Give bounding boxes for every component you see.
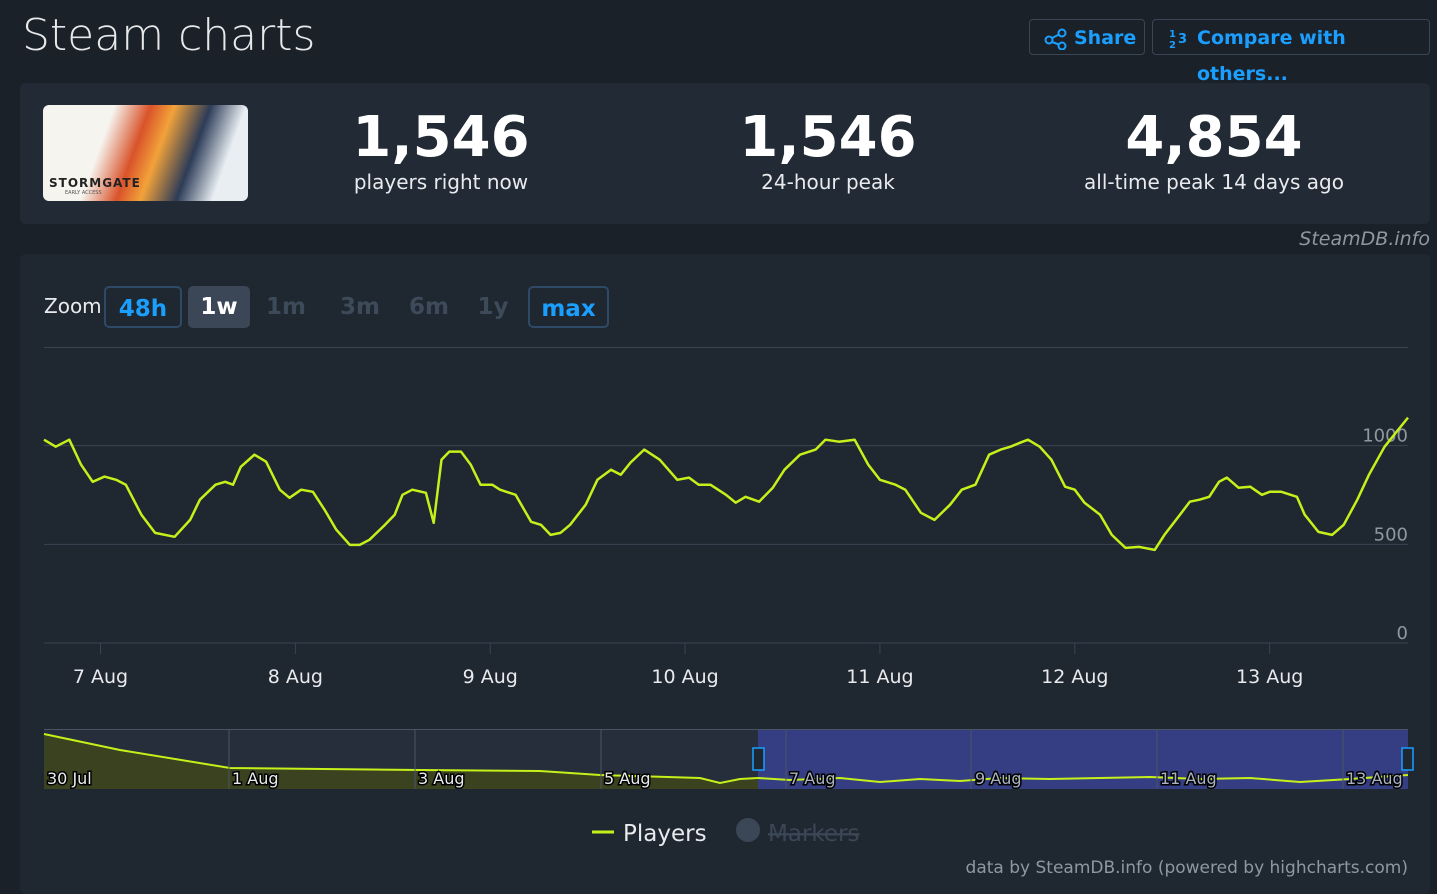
svg-text:3: 3 bbox=[1178, 32, 1187, 47]
x-tick-label: 13 Aug bbox=[1236, 666, 1303, 688]
navigator-label: 5 Aug bbox=[604, 769, 651, 788]
legend: Players Markers bbox=[592, 818, 859, 847]
watermark: SteamDB.info bbox=[1299, 228, 1430, 250]
x-tick-label: 11 Aug bbox=[846, 666, 913, 688]
y-tick-label: 0 bbox=[1397, 623, 1408, 644]
y-tick-label: 500 bbox=[1374, 524, 1408, 545]
button-label: Share bbox=[1074, 27, 1137, 49]
credits[interactable]: data by SteamDB.info (powered by highcha… bbox=[966, 858, 1408, 878]
navigator-label: 7 Aug bbox=[789, 769, 836, 788]
stat-value: 1,546 bbox=[352, 105, 530, 170]
series-line bbox=[43, 416, 1409, 552]
zoom-button[interactable]: 1w bbox=[188, 286, 250, 328]
stat-value: 4,854 bbox=[1125, 105, 1303, 170]
stat: 1,546 24-hour peak bbox=[618, 105, 1038, 195]
legend-item[interactable]: Players bbox=[623, 821, 707, 847]
x-tick-label: 7 Aug bbox=[73, 666, 128, 688]
navigator-label: 1 Aug bbox=[232, 769, 279, 788]
share-button[interactable]: Share bbox=[1029, 19, 1145, 55]
x-tick-label: 12 Aug bbox=[1041, 666, 1108, 688]
navigator-label: 9 Aug bbox=[975, 769, 1022, 788]
stat-label: players right now bbox=[353, 170, 529, 194]
zoom-button[interactable]: 48h bbox=[104, 286, 182, 328]
compare-icon: 12 3 bbox=[1169, 29, 1187, 51]
navigator-label: 3 Aug bbox=[418, 769, 465, 788]
navigator: 30 Jul 1 Aug 3 Aug 5 Aug 7 Aug 9 Aug 11 … bbox=[43, 729, 1414, 790]
svg-text:1: 1 bbox=[1169, 29, 1176, 40]
zoom-button[interactable]: max bbox=[528, 286, 609, 328]
navigator-line bbox=[757, 774, 1409, 784]
navigator-label: 11 Aug bbox=[1160, 769, 1217, 788]
stat-label: all-time peak 14 days ago bbox=[1084, 170, 1344, 194]
zoom-button[interactable]: 6m bbox=[409, 294, 449, 320]
page-title: Steam charts bbox=[22, 10, 316, 61]
legend-swatch bbox=[736, 818, 760, 842]
share-icon bbox=[1044, 28, 1067, 50]
x-tick-label: 10 Aug bbox=[651, 666, 718, 688]
game-logo[interactable]: STORMGATE EARLY ACCESS bbox=[43, 105, 248, 201]
navigator-handle[interactable] bbox=[1401, 747, 1414, 771]
stat-value: 1,546 bbox=[739, 105, 917, 170]
logo-subtext: EARLY ACCESS bbox=[65, 190, 102, 196]
navigator-label: 13 Aug bbox=[1346, 769, 1403, 788]
navigator-line bbox=[43, 733, 759, 785]
logo-text: STORMGATE bbox=[49, 176, 141, 190]
x-tick-label: 8 Aug bbox=[268, 666, 323, 688]
svg-text:2: 2 bbox=[1169, 40, 1176, 51]
stat-label: 24-hour peak bbox=[761, 170, 895, 194]
stats-panel bbox=[20, 83, 1430, 224]
zoom-label: Zoom bbox=[44, 294, 102, 318]
zoom-button[interactable]: 1m bbox=[266, 294, 306, 320]
x-tick-label: 9 Aug bbox=[463, 666, 518, 688]
stat: 4,854 all-time peak 14 days ago bbox=[1004, 105, 1424, 195]
stat: 1,546 players right now bbox=[231, 105, 651, 195]
navigator-label: 30 Jul bbox=[47, 769, 92, 788]
navigator-area bbox=[44, 734, 758, 789]
y-tick-label: 1000 bbox=[1362, 426, 1408, 447]
legend-item[interactable]: Markers bbox=[768, 821, 859, 847]
button-label: Compare with others... bbox=[1197, 27, 1346, 85]
zoom-button[interactable]: 1y bbox=[477, 294, 509, 320]
navigator-handle[interactable] bbox=[752, 747, 765, 771]
zoom-button[interactable]: 3m bbox=[340, 294, 380, 320]
